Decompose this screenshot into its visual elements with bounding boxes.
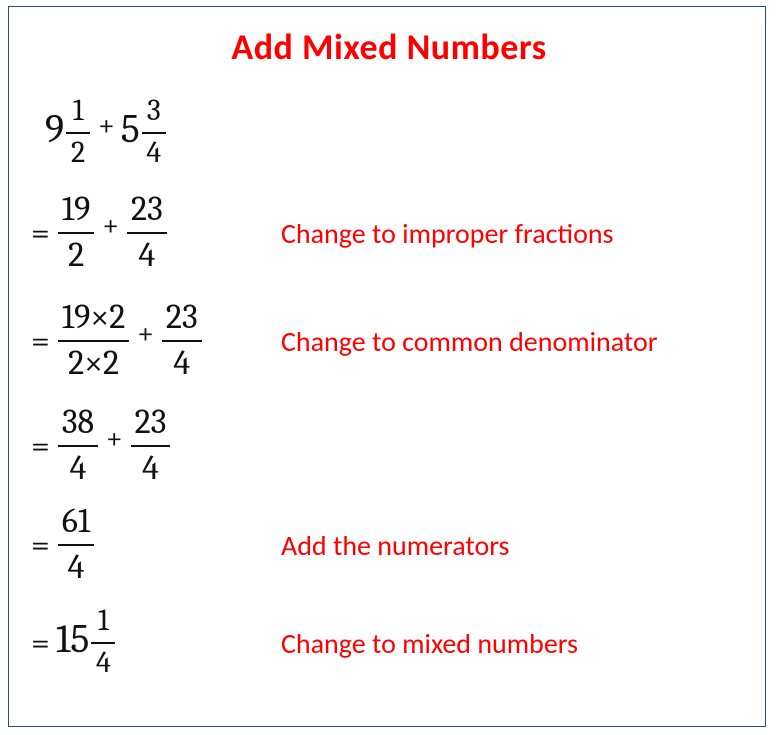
numerator: 23 <box>162 298 202 338</box>
fraction-bar <box>58 340 129 342</box>
fraction-bar <box>58 232 95 234</box>
equals-sign: = <box>31 429 56 463</box>
fraction-bar <box>58 445 98 447</box>
fraction: 3 4 <box>142 94 166 172</box>
fraction: 23 4 <box>162 298 202 384</box>
fraction-bar <box>58 544 94 546</box>
fraction: 38 4 <box>58 403 98 489</box>
numerator: 61 <box>58 502 94 542</box>
numerator: 19×2 <box>58 298 129 338</box>
step-5-annotation: Add the numerators <box>281 528 747 563</box>
step-3-expression: = 19×2 2×2 + 23 4 <box>31 298 261 384</box>
step-1: 9 1 2 + 5 3 4 <box>31 87 747 179</box>
fraction: 1 4 <box>91 604 115 682</box>
denominator: 4 <box>142 136 166 172</box>
equals-sign: = <box>31 626 56 660</box>
page-title: Add Mixed Numbers <box>31 25 747 69</box>
mixed-whole: 9 <box>45 109 64 157</box>
fraction: 1 2 <box>66 94 90 172</box>
numerator: 23 <box>127 190 167 230</box>
plus-operator: + <box>92 111 121 155</box>
equals-sign: = <box>31 324 56 358</box>
denominator: 4 <box>91 646 115 682</box>
step-5: = 61 4 Add the numerators <box>31 497 747 593</box>
numerator: 3 <box>142 94 166 130</box>
step-5-expression: = 61 4 <box>31 502 261 588</box>
step-6: = 15 1 4 Change to mixed numbers <box>31 595 747 691</box>
numerator: 19 <box>58 190 95 230</box>
denominator: 2×2 <box>64 344 123 384</box>
fraction: 19 2 <box>58 190 95 276</box>
step-4-expression: = 38 4 + 23 4 <box>31 403 261 489</box>
equals-sign: = <box>31 216 56 250</box>
page: Add Mixed Numbers 9 1 2 + 5 3 4 <box>0 0 776 735</box>
fraction-bar <box>131 445 171 447</box>
mixed-whole: 5 <box>121 109 140 157</box>
fraction-bar <box>162 340 202 342</box>
step-2-expression: = 19 2 + 23 4 <box>31 190 261 276</box>
fraction: 19×2 2×2 <box>58 298 129 384</box>
step-3: = 19×2 2×2 + 23 4 Change to common denom… <box>31 287 747 395</box>
step-2-annotation: Change to improper fractions <box>281 216 747 251</box>
fraction: 23 4 <box>131 403 171 489</box>
denominator: 4 <box>138 449 163 489</box>
equals-sign: = <box>31 528 56 562</box>
numerator: 38 <box>58 403 98 443</box>
fraction-bar <box>66 132 90 134</box>
fraction-bar <box>91 642 115 644</box>
step-3-annotation: Change to common denominator <box>281 324 747 359</box>
denominator: 4 <box>64 548 89 588</box>
denominator: 4 <box>135 236 160 276</box>
step-1-expression: 9 1 2 + 5 3 4 <box>45 94 275 172</box>
step-6-annotation: Change to mixed numbers <box>281 626 747 661</box>
step-2: = 19 2 + 23 4 Change to improper fractio… <box>31 181 747 285</box>
plus-operator: + <box>100 424 129 468</box>
plus-operator: + <box>96 211 125 255</box>
fraction-bar <box>142 132 166 134</box>
denominator: 2 <box>64 236 88 276</box>
numerator: 23 <box>131 403 171 443</box>
fraction-bar <box>127 232 167 234</box>
mixed-whole: 15 <box>56 619 89 667</box>
denominator: 4 <box>66 449 91 489</box>
numerator: 1 <box>91 604 115 640</box>
denominator: 4 <box>169 344 194 384</box>
numerator: 1 <box>66 94 90 130</box>
step-4: = 38 4 + 23 4 <box>31 397 747 495</box>
step-6-expression: = 15 1 4 <box>31 604 261 682</box>
fraction: 61 4 <box>58 502 94 588</box>
denominator: 2 <box>66 136 90 172</box>
plus-operator: + <box>131 319 160 363</box>
content-frame: Add Mixed Numbers 9 1 2 + 5 3 4 <box>8 6 766 727</box>
fraction: 23 4 <box>127 190 167 276</box>
